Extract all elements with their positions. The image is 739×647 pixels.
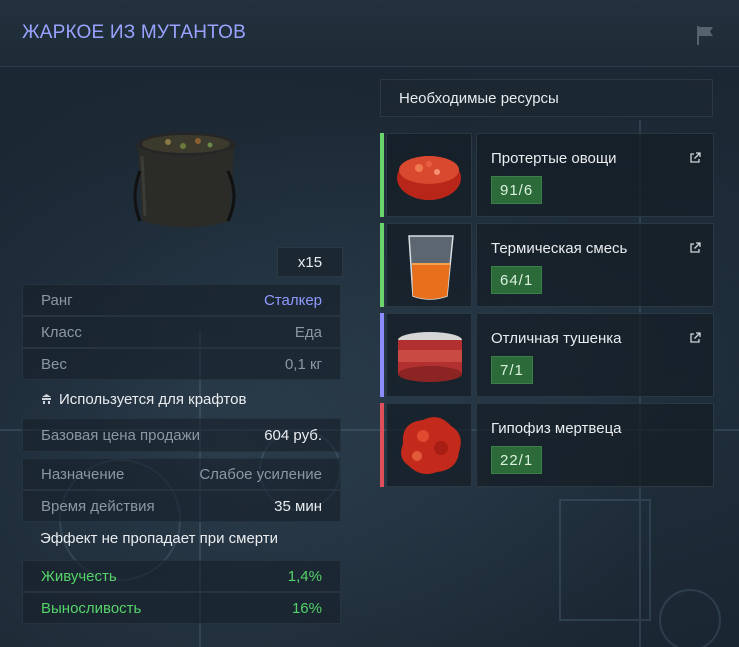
resource-count: 22/1 — [491, 446, 543, 474]
thermal-mix-icon — [408, 235, 454, 300]
resource-name: Отличная тушенка — [491, 330, 622, 347]
stat-row-stamina: Выносливость 16% — [22, 592, 341, 624]
duration-label: Время действия — [41, 497, 155, 515]
rank-label: Ранг — [41, 291, 73, 309]
death-note-row: Эффект не пропадает при смерти — [22, 522, 341, 554]
duration-value: 35 мин — [274, 497, 322, 515]
resource-item-thermal-mix[interactable]: Термическая смесь 64/1 — [380, 223, 714, 307]
resource-count: 91/6 — [491, 176, 543, 204]
stat-row-weight: Вес 0,1 кг — [22, 348, 341, 380]
external-link-icon[interactable] — [689, 332, 701, 344]
external-link-icon[interactable] — [689, 152, 701, 164]
resource-info: Термическая смесь 64/1 — [476, 223, 714, 307]
resource-status-bar — [380, 313, 384, 397]
weight-label: Вес — [41, 355, 67, 373]
stat-row-purpose: Назначение Слабое усиление — [22, 458, 341, 490]
resource-info: Отличная тушенка 7/1 — [476, 313, 714, 397]
purpose-label: Назначение — [41, 465, 125, 483]
resource-thumb — [386, 403, 472, 487]
crafting-note-row: Используется для крафтов — [22, 380, 341, 418]
mashed-vegetables-icon — [397, 156, 461, 200]
item-stats: Ранг Сталкер Класс Еда Вес 0,1 кг Исполь… — [22, 284, 341, 624]
resource-count: 64/1 — [491, 266, 543, 294]
resource-status-bar — [380, 223, 384, 307]
stat-row-vitality: Живучесть 1,4% — [22, 560, 341, 592]
purpose-value: Слабое усиление — [199, 465, 322, 483]
crafting-note: Используется для крафтов — [59, 390, 247, 408]
resource-info: Гипофиз мертвеца 22/1 — [476, 403, 714, 487]
vitality-label: Живучесть — [41, 567, 117, 585]
crafting-icon — [42, 394, 51, 404]
resource-thumb — [386, 133, 472, 217]
death-note: Эффект не пропадает при смерти — [40, 529, 279, 547]
resource-name: Протертые овощи — [491, 150, 617, 167]
class-label: Класс — [41, 323, 82, 341]
resource-info: Протертые овощи 91/6 — [476, 133, 714, 217]
resource-count: 7/1 — [491, 356, 533, 384]
resource-name: Термическая смесь — [491, 240, 628, 257]
resource-status-bar — [380, 403, 384, 487]
resource-item-mashed-vegetables[interactable]: Протертые овощи 91/6 — [380, 133, 714, 217]
class-value: Еда — [294, 323, 322, 341]
pituitary-icon — [401, 417, 461, 474]
stat-row-duration: Время действия 35 мин — [22, 490, 341, 522]
stew-can-icon — [398, 332, 462, 382]
stamina-value: 16% — [291, 599, 322, 617]
stat-row-rank: Ранг Сталкер — [22, 284, 341, 316]
header: ЖАРКОЕ ИЗ МУТАНТОВ — [0, 0, 739, 67]
resource-thumb — [386, 223, 472, 307]
resource-thumb — [386, 313, 472, 397]
rank-value: Сталкер — [263, 291, 322, 309]
price-value: 604 руб. — [264, 426, 322, 444]
price-label: Базовая цена продажи — [41, 426, 201, 444]
flag-icon[interactable] — [695, 24, 717, 46]
resource-status-bar — [380, 133, 384, 217]
stat-row-price: Базовая цена продажи 604 руб. — [22, 418, 341, 452]
vitality-value: 1,4% — [287, 567, 322, 585]
mutant-stew-pot-image — [133, 132, 236, 228]
item-title: ЖАРКОЕ ИЗ МУТАНТОВ — [22, 22, 246, 43]
weight-value: 0,1 кг — [284, 355, 322, 373]
external-link-icon[interactable] — [689, 242, 701, 254]
stamina-label: Выносливость — [41, 599, 142, 617]
resource-item-stew[interactable]: Отличная тушенка 7/1 — [380, 313, 714, 397]
quantity-badge: x15 — [277, 247, 343, 277]
stat-row-class: Класс Еда — [22, 316, 341, 348]
resource-item-pituitary[interactable]: Гипофиз мертвеца 22/1 — [380, 403, 714, 487]
resource-name: Гипофиз мертвеца — [491, 420, 622, 437]
resources-header: Необходимые ресурсы — [380, 79, 713, 117]
